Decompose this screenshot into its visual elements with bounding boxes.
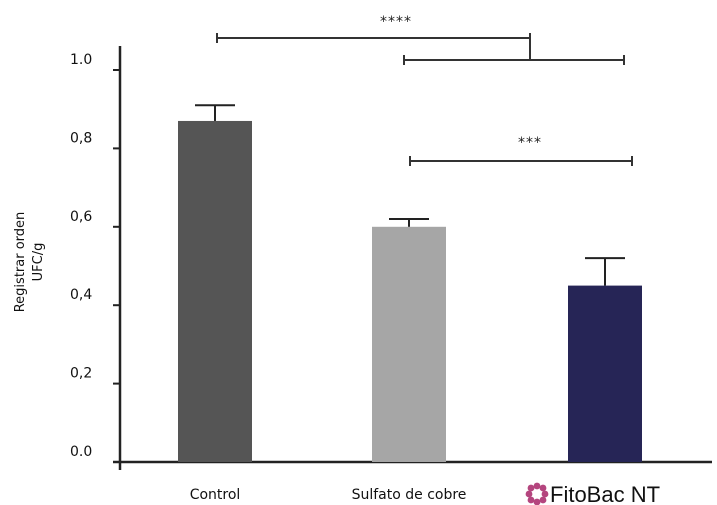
flower-petal bbox=[525, 490, 533, 498]
y-tick-label: 0,8 bbox=[70, 130, 92, 146]
significance-label: **** bbox=[380, 14, 412, 30]
bracket-sulfato-vs-fitobac bbox=[409, 156, 633, 166]
y-axis-title: Registrar orden UFC/g bbox=[13, 212, 46, 313]
flower-center bbox=[533, 490, 541, 498]
y-tick-label: 1.0 bbox=[70, 52, 92, 68]
bars bbox=[178, 120, 642, 463]
flower-petal bbox=[539, 496, 547, 504]
flower-petal bbox=[541, 490, 549, 498]
bar-fitobac-nt bbox=[568, 285, 642, 462]
y-tick-label: 0,4 bbox=[70, 287, 92, 303]
flower-petal bbox=[539, 484, 547, 492]
error-bars bbox=[195, 104, 625, 286]
bar-sulfato-de-cobre bbox=[372, 226, 446, 462]
significance-label: *** bbox=[518, 135, 542, 151]
y-tick-label: 0.0 bbox=[70, 444, 92, 460]
labels: 0.0 0,2 0,4 0,6 0,8 1.0 Registrar orden UFC/g Co… bbox=[13, 14, 660, 505]
flower-petal bbox=[527, 496, 535, 504]
bar-control bbox=[178, 120, 252, 463]
flower-petal bbox=[533, 482, 541, 490]
bracket-treatment-group bbox=[403, 55, 625, 65]
y-tick-label: 0,6 bbox=[70, 209, 92, 225]
bracket-control-vs-treatments bbox=[216, 33, 531, 43]
flower-petal bbox=[533, 498, 541, 505]
x-tick-label: Control bbox=[190, 487, 241, 503]
y-tick-label: 0,2 bbox=[70, 366, 92, 382]
x-tick-label: Sulfato de cobre bbox=[352, 487, 467, 503]
y-axis-title-line: Registrar orden bbox=[13, 212, 28, 313]
significance-brackets bbox=[216, 33, 633, 166]
y-axis-title-line: UFC/g bbox=[31, 243, 46, 282]
x-tick-label-brand: FitoBac NT bbox=[550, 482, 660, 505]
flower-petal bbox=[527, 484, 535, 492]
flower-logo-icon bbox=[525, 482, 549, 505]
